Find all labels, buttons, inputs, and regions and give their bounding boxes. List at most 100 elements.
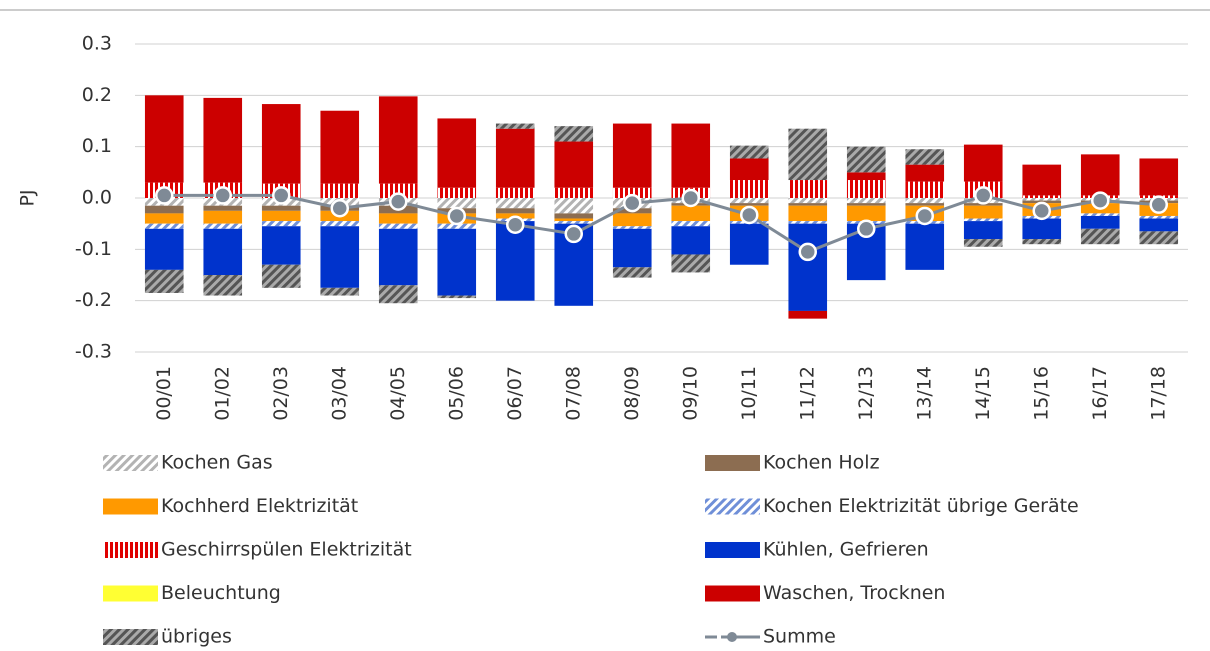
x-tick-label: 15/16	[1030, 366, 1052, 421]
bar-segment	[495, 198, 535, 209]
bar-segment	[1022, 218, 1062, 240]
bar-segment	[612, 187, 652, 198]
x-tick-label: 03/04	[328, 366, 350, 421]
bar-segment	[612, 226, 652, 229]
bar-segment	[963, 218, 1003, 222]
x-tick-label: 07/08	[562, 366, 584, 421]
legend-label: Summe	[763, 626, 836, 648]
bar-segment	[729, 203, 769, 206]
x-tick-label: 00/01	[153, 366, 175, 421]
bar-segment	[320, 110, 360, 184]
bar-segment	[846, 203, 886, 206]
bar-segment	[1022, 198, 1062, 201]
bar-segment	[729, 158, 769, 181]
bar-segment	[261, 104, 301, 184]
bar-segment	[788, 221, 828, 224]
bar-segment	[1139, 158, 1179, 196]
legend-label: Waschen, Trocknen	[763, 582, 945, 604]
legend-label: Kochherd Elektrizität	[161, 495, 358, 517]
legend-label: Kochen Gas	[161, 452, 273, 474]
x-tick-label: 12/13	[855, 366, 877, 421]
bar-segment	[846, 205, 886, 222]
bar-segment	[905, 149, 945, 165]
bar-segment	[671, 205, 711, 222]
bar-segment	[612, 213, 652, 227]
bar-segment	[203, 97, 243, 183]
sum-marker	[1149, 195, 1168, 214]
bar-segment	[203, 210, 243, 224]
y-tick-label: 0.3	[82, 33, 112, 55]
legend-swatch	[705, 455, 760, 471]
sum-marker	[974, 186, 993, 205]
bar-segment	[144, 205, 184, 214]
sum-line	[164, 193, 1159, 254]
y-tick-label: 0.2	[82, 84, 112, 106]
bar-segment	[671, 123, 711, 188]
bar-segment	[846, 198, 886, 204]
bar-segment	[671, 254, 711, 273]
bar-segment	[905, 164, 945, 182]
bar-segment	[261, 210, 301, 222]
y-tick-label: -0.1	[75, 238, 112, 260]
bar-segment	[203, 275, 243, 296]
legend-label: Kochen Holz	[763, 452, 880, 474]
legend-swatch	[705, 542, 760, 558]
sum-marker	[798, 242, 817, 262]
y-tick-label: 0.1	[82, 135, 112, 157]
x-tick-label: 04/05	[387, 366, 409, 421]
bar-segment	[554, 221, 594, 224]
bar-segment	[1139, 215, 1179, 219]
sum-marker	[389, 192, 408, 211]
bar-segment	[320, 226, 360, 288]
legend-label: Geschirrspülen Elektrizität	[161, 539, 412, 561]
bar-segment	[1080, 215, 1120, 229]
bar-segment	[203, 205, 243, 211]
bar-segment	[144, 223, 184, 229]
bar-segment	[846, 146, 886, 173]
y-axis-label: PJ	[17, 189, 39, 206]
sum-marker	[506, 215, 525, 234]
bar-segment	[437, 187, 477, 198]
bar-segment	[437, 295, 477, 299]
bar-segment	[1022, 164, 1062, 196]
sum-marker	[564, 224, 583, 244]
bar-segment	[905, 203, 945, 206]
legend-label: Beleuchtung	[161, 582, 281, 604]
sum-marker	[623, 193, 642, 213]
legend-swatch	[705, 585, 760, 602]
legend-swatch	[103, 585, 158, 602]
bar-segment	[612, 228, 652, 268]
bar-segment	[846, 172, 886, 181]
bar-segment	[788, 203, 828, 206]
bar-segment	[1022, 239, 1062, 245]
sum-marker	[857, 219, 876, 239]
legend-swatch	[103, 542, 158, 558]
bar-segment	[144, 213, 184, 224]
bar-segment	[378, 213, 418, 224]
bar-segment	[554, 187, 594, 198]
bar-segment	[729, 145, 769, 159]
bar-segment	[554, 198, 594, 214]
bar-segment	[1080, 213, 1120, 216]
legend-label: Kühlen, Gefrieren	[763, 539, 929, 561]
x-tick-label: 08/09	[621, 366, 643, 421]
bar-segment	[495, 123, 535, 129]
bar-segment	[378, 183, 418, 198]
bar-segment	[261, 205, 301, 211]
bar-segment	[261, 221, 301, 227]
bar-segment	[905, 223, 945, 270]
bar-segment	[437, 198, 477, 209]
bar-segment	[554, 218, 594, 222]
x-tick-label: 13/14	[913, 366, 935, 421]
sum-marker	[155, 186, 174, 205]
bar-segment	[437, 228, 477, 296]
bar-segment	[1080, 154, 1120, 196]
bar-segment	[963, 239, 1003, 247]
bar-segment	[612, 123, 652, 188]
bar-segment	[554, 213, 594, 219]
sum-marker	[330, 199, 349, 218]
sum-marker	[1032, 201, 1051, 221]
sum-marker	[213, 186, 232, 205]
bar-segment	[320, 183, 360, 198]
bar-segment	[261, 226, 301, 265]
